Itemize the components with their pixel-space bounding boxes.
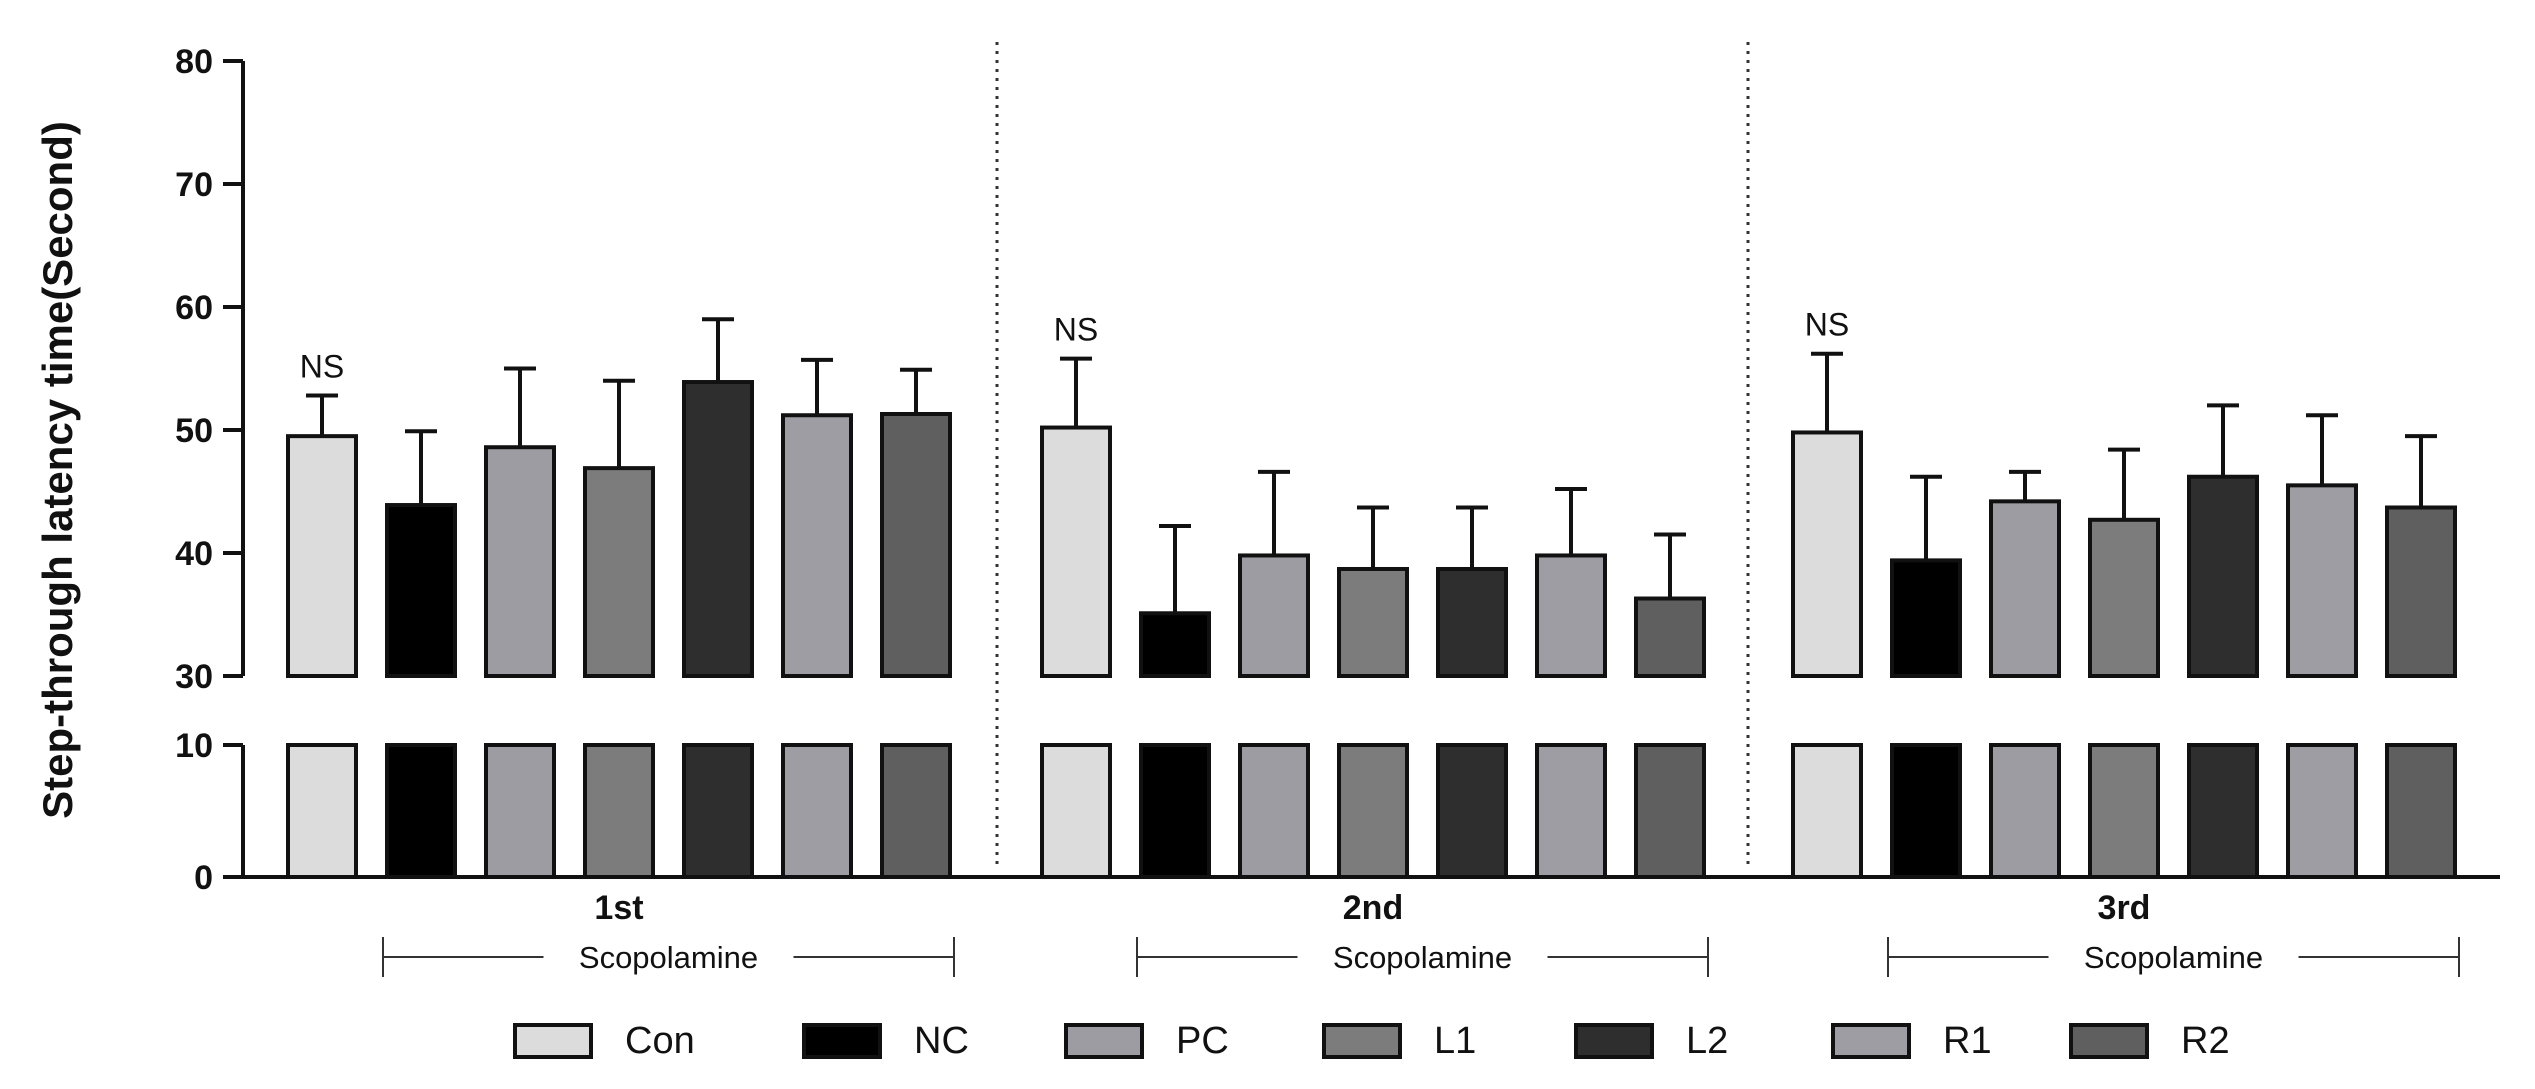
y-tick-label: 70: [175, 166, 213, 204]
legend-label-r2: R2: [2181, 1020, 2230, 1062]
y-axis-label: Step-through latency time(Second): [34, 121, 81, 819]
bar-l1-2nd-lower: [1337, 743, 1409, 879]
bar-l2-2nd-lower: [1436, 743, 1508, 879]
bar-con-2nd: [1040, 425, 1112, 679]
y-tick-label: 80: [175, 43, 213, 81]
legend-swatch-con: [513, 1023, 593, 1059]
bar-r1-2nd-lower: [1535, 743, 1607, 879]
bar-r2-3rd-lower: [2385, 743, 2457, 879]
group-label: 3rd: [2098, 889, 2151, 927]
treatment-label: Scopolamine: [2084, 940, 2263, 975]
ns-annotation: NS: [300, 349, 344, 385]
bar-nc-2nd-lower: [1139, 743, 1211, 879]
bar-pc-1st-lower: [484, 743, 556, 879]
bar-r1-3rd: [2286, 483, 2358, 678]
legend-label-pc: PC: [1176, 1020, 1229, 1062]
bar-nc-1st-lower: [385, 743, 457, 879]
bar-r2-2nd-lower: [1634, 743, 1706, 879]
bar-nc-1st: [385, 503, 457, 678]
annotations: NS 1st Scopolamine NS 2nd Scopolamine NS 3rd Sco…: [300, 307, 2460, 977]
bar-r1-1st: [781, 413, 853, 678]
bar-l1-1st-lower: [583, 743, 655, 879]
bar-r1-1st-lower: [781, 743, 853, 879]
bar-l1-1st: [583, 466, 655, 678]
legend-swatch-r2: [2069, 1023, 2149, 1059]
bar-r1-2nd: [1535, 553, 1607, 679]
bar-pc-2nd-lower: [1238, 743, 1310, 879]
bar-pc-3rd-lower: [1989, 743, 2061, 879]
bar-l2-3rd: [2187, 474, 2259, 678]
legend-swatch-nc: [802, 1023, 882, 1059]
y-tick-label: 30: [175, 658, 213, 696]
bar-nc-3rd: [1890, 558, 1962, 679]
legend: Con NC PC L1 L2 R1 R2: [513, 1020, 2230, 1062]
y-tick-label: 0: [194, 859, 213, 897]
bar-l1-2nd: [1337, 566, 1409, 678]
bar-r2-2nd: [1634, 596, 1706, 679]
bar-r1-3rd-lower: [2286, 743, 2358, 879]
ns-annotation: NS: [1805, 307, 1849, 343]
legend-label-r1: R1: [1943, 1020, 1992, 1062]
group-label: 2nd: [1343, 889, 1403, 927]
legend-label-nc: NC: [914, 1020, 969, 1062]
bar-r2-3rd: [2385, 505, 2457, 678]
bar-l1-3rd-lower: [2088, 743, 2160, 879]
y-tick-label: 40: [175, 535, 213, 573]
bar-l2-1st: [682, 380, 754, 678]
legend-swatch-l1: [1322, 1023, 1402, 1059]
y-tick-label: 50: [175, 412, 213, 450]
bars: [286, 317, 2457, 879]
bar-l2-3rd-lower: [2187, 743, 2259, 879]
legend-label-l1: L1: [1434, 1020, 1476, 1062]
bar-con-1st: [286, 434, 358, 678]
bar-con-3rd: [1791, 430, 1863, 678]
bar-con-2nd-lower: [1040, 743, 1112, 879]
bar-l2-2nd: [1436, 566, 1508, 678]
legend-label-l2: L2: [1686, 1020, 1728, 1062]
legend-swatch-pc: [1064, 1023, 1144, 1059]
group-label: 1st: [594, 889, 643, 927]
bar-nc-2nd: [1139, 611, 1211, 679]
bar-r2-1st: [880, 412, 952, 678]
bar-pc-2nd: [1238, 553, 1310, 679]
bar-con-3rd-lower: [1791, 743, 1863, 879]
treatment-label: Scopolamine: [1333, 940, 1512, 975]
bar-con-1st-lower: [286, 743, 358, 879]
bar-l2-1st-lower: [682, 743, 754, 879]
legend-label-con: Con: [625, 1020, 695, 1062]
y-tick-label: 60: [175, 289, 213, 327]
bar-r2-1st-lower: [880, 743, 952, 879]
legend-swatch-r1: [1831, 1023, 1911, 1059]
treatment-label: Scopolamine: [579, 940, 758, 975]
bar-pc-1st: [484, 445, 556, 678]
bar-pc-3rd: [1989, 499, 2061, 678]
y-tick-label: 10: [175, 727, 213, 765]
ns-annotation: NS: [1054, 312, 1098, 348]
bar-nc-3rd-lower: [1890, 743, 1962, 879]
legend-swatch-l2: [1574, 1023, 1654, 1059]
bar-l1-3rd: [2088, 517, 2160, 678]
